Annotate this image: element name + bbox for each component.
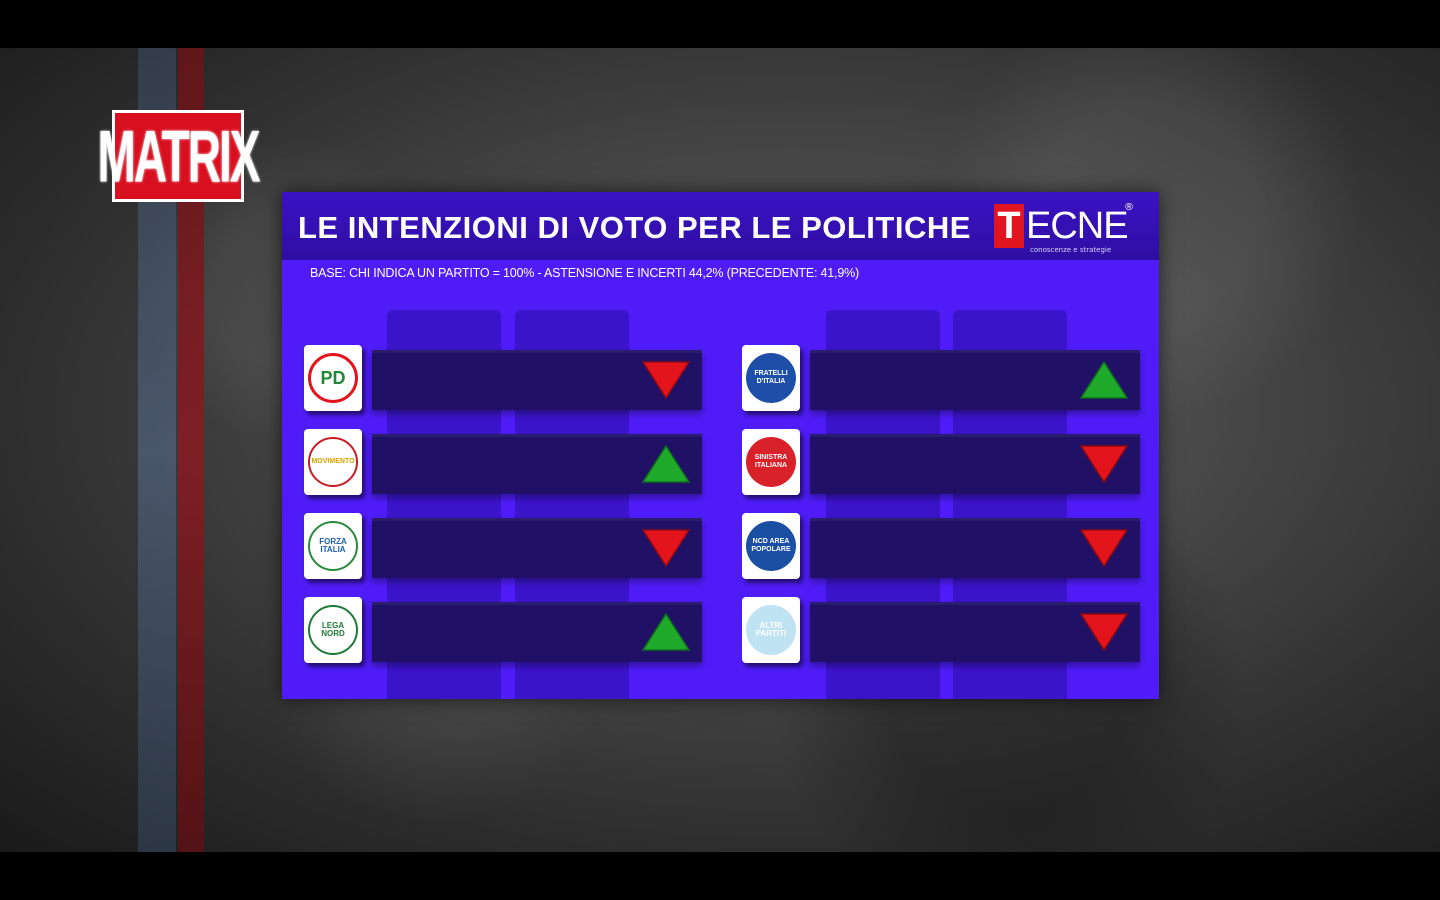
party-logo: MOVIMENTO (308, 437, 358, 487)
tecne-logo-letter: T (994, 204, 1024, 248)
party-logo-badge: FORZA ITALIA (304, 513, 362, 579)
trend-up-icon (1079, 360, 1129, 399)
tecne-logo-text: ECNE (1026, 205, 1129, 247)
party-logo-badge: PD (304, 345, 362, 411)
party-logo-badge: SINISTRA ITALIANA (742, 429, 800, 495)
trend-down-icon (1079, 529, 1129, 568)
poll-panel: LE INTENZIONI DI VOTO PER LE POLITICHE T… (282, 192, 1159, 699)
party-logo: SINISTRA ITALIANA (746, 437, 796, 487)
party-logo-badge: ALTRI PARTITI (742, 597, 800, 663)
party-logo-badge: FRATELLI D'ITALIA (742, 345, 800, 411)
party-logo: NCD AREA POPOLARE (746, 521, 796, 571)
trend-down-icon (641, 361, 691, 400)
trend-down-icon (641, 529, 691, 568)
trend-up-icon (641, 612, 691, 651)
tecne-logo: T ECNE ® conoscenze e strategie (994, 202, 1134, 254)
party-logo-badge: MOVIMENTO (304, 429, 362, 495)
table-row (810, 350, 1140, 410)
trend-down-icon (1079, 445, 1129, 484)
table-row (372, 350, 702, 410)
party-logo: FRATELLI D'ITALIA (746, 353, 796, 403)
table-row (372, 602, 702, 662)
panel-header: LE INTENZIONI DI VOTO PER LE POLITICHE T… (282, 192, 1159, 260)
table-row (810, 434, 1140, 494)
party-logo: PD (308, 353, 358, 403)
party-logo: LEGA NORD (308, 605, 358, 655)
base-note: BASE: CHI INDICA UN PARTITO = 100% - AST… (310, 266, 859, 280)
trend-down-icon (1079, 613, 1129, 652)
tecne-registered-mark: ® (1124, 202, 1134, 213)
letterbox-top (0, 0, 1440, 48)
matrix-logo-text: MATRIX (97, 114, 261, 198)
table-row (810, 518, 1140, 578)
table-row (372, 434, 702, 494)
tecne-tagline: conoscenze e strategie (1030, 246, 1112, 254)
party-logo-badge: LEGA NORD (304, 597, 362, 663)
party-logo-badge: NCD AREA POPOLARE (742, 513, 800, 579)
panel-title: LE INTENZIONI DI VOTO PER LE POLITICHE (298, 210, 971, 245)
party-logo: FORZA ITALIA (308, 521, 358, 571)
trend-up-icon (641, 444, 691, 483)
letterbox-bottom (0, 852, 1440, 900)
party-logo: ALTRI PARTITI (746, 605, 796, 655)
table-row (372, 518, 702, 578)
table-row (810, 602, 1140, 662)
matrix-logo: MATRIX (98, 110, 260, 202)
